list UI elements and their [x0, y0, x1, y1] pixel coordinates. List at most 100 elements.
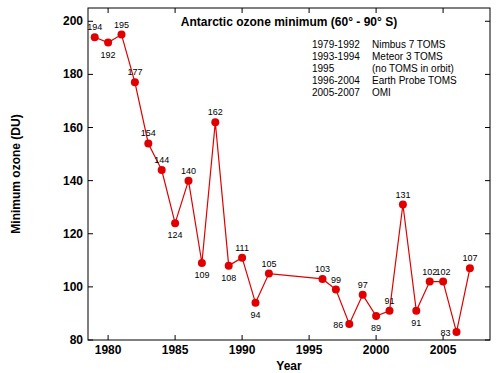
data-label: 83 [440, 328, 450, 338]
data-point [439, 278, 447, 286]
data-point [359, 291, 367, 299]
y-tick-label: 80 [70, 333, 84, 347]
data-point [412, 307, 420, 315]
y-tick [88, 286, 93, 287]
data-label: 162 [208, 107, 223, 117]
data-point [319, 275, 327, 283]
y-tick-label: 180 [63, 67, 83, 81]
data-point [238, 254, 246, 262]
data-label: 177 [127, 67, 142, 77]
data-point [386, 307, 394, 315]
x-tick [309, 8, 310, 13]
data-point [332, 286, 340, 294]
y-tick [88, 340, 93, 341]
y-tick [485, 286, 490, 287]
x-tick-label: 1985 [162, 343, 189, 357]
data-point [265, 270, 273, 278]
x-tick [175, 335, 176, 340]
data-point [185, 177, 193, 185]
data-point [104, 39, 112, 47]
series-line [95, 35, 470, 332]
data-label: 131 [395, 190, 410, 200]
annotation-period: 1996-2004 [312, 75, 360, 86]
annotation-instrument: Meteor 3 TOMS [372, 51, 443, 62]
y-axis-label: Minimum ozone (DU) [9, 114, 23, 233]
x-tick-label: 1995 [296, 343, 323, 357]
y-tick [88, 127, 93, 128]
data-label: 124 [168, 230, 183, 240]
x-tick [309, 335, 310, 340]
annotation-instrument: OMI [372, 87, 391, 98]
y-tick-label: 120 [63, 227, 83, 241]
x-tick-label: 2005 [430, 343, 457, 357]
title: Antarctic ozone minimum (60° - 90° S) [181, 15, 397, 29]
data-point [91, 33, 99, 41]
data-label: 102 [436, 267, 451, 277]
data-point [399, 201, 407, 209]
annotation-period: 1995 [312, 63, 335, 74]
y-tick [485, 233, 490, 234]
data-label: 103 [315, 264, 330, 274]
annotation-period: 1979-1992 [312, 39, 360, 50]
data-point [345, 320, 353, 328]
data-label: 194 [87, 22, 102, 32]
x-tick [242, 8, 243, 13]
data-point [118, 31, 126, 39]
data-point [252, 299, 260, 307]
y-tick-label: 160 [63, 121, 83, 135]
y-tick [88, 74, 93, 75]
data-point [144, 139, 152, 147]
data-label: 86 [333, 320, 343, 330]
y-tick [88, 233, 93, 234]
annotation-period: 1993-1994 [312, 51, 360, 62]
y-tick [485, 180, 490, 181]
data-label: 91 [411, 318, 421, 328]
x-tick-label: 2000 [363, 343, 390, 357]
y-tick [485, 21, 490, 22]
chart: 80 100 120 140 160 180 200 1980 1985 1990 1995 2000… [0, 0, 500, 373]
x-tick [175, 8, 176, 13]
x-tick [376, 8, 377, 13]
plot-frame [88, 8, 490, 340]
x-tick [108, 8, 109, 13]
x-tick [376, 335, 377, 340]
data-label: 105 [261, 259, 276, 269]
data-label: 154 [141, 128, 156, 138]
data-label: 192 [101, 50, 116, 60]
y-tick-label: 140 [63, 174, 83, 188]
data-label: 99 [331, 275, 341, 285]
data-label: 94 [250, 310, 260, 320]
data-label: 195 [114, 20, 129, 30]
y-tick [88, 180, 93, 181]
data-label: 111 [235, 243, 249, 253]
data-label: 108 [221, 273, 236, 283]
data-label: 89 [371, 323, 381, 333]
y-tick [485, 340, 490, 341]
x-tick-label: 1990 [229, 343, 256, 357]
annotation-instrument: (no TOMS in orbit) [372, 63, 454, 74]
data-point [171, 219, 179, 227]
data-point [158, 166, 166, 174]
data-point [198, 259, 206, 267]
annotation-period: 2005-2007 [312, 87, 360, 98]
x-tick [443, 8, 444, 13]
data-label: 140 [181, 166, 196, 176]
data-point [426, 278, 434, 286]
data-label: 109 [194, 270, 209, 280]
y-tick-label: 100 [63, 280, 83, 294]
series-group [91, 31, 474, 336]
x-tick-label: 1980 [95, 343, 122, 357]
data-point [466, 264, 474, 272]
data-point [211, 118, 219, 126]
y-tick-label: 200 [63, 14, 83, 28]
x-tick [108, 335, 109, 340]
annotation-instrument: Nimbus 7 TOMS [372, 39, 446, 50]
data-point [372, 312, 380, 320]
x-axis-label: Year [276, 359, 302, 373]
data-point [225, 262, 233, 270]
y-tick [485, 127, 490, 128]
annotation-instrument: Earth Probe TOMS [372, 75, 457, 86]
y-tick [485, 74, 490, 75]
data-label: 107 [462, 253, 477, 263]
data-point [131, 78, 139, 86]
